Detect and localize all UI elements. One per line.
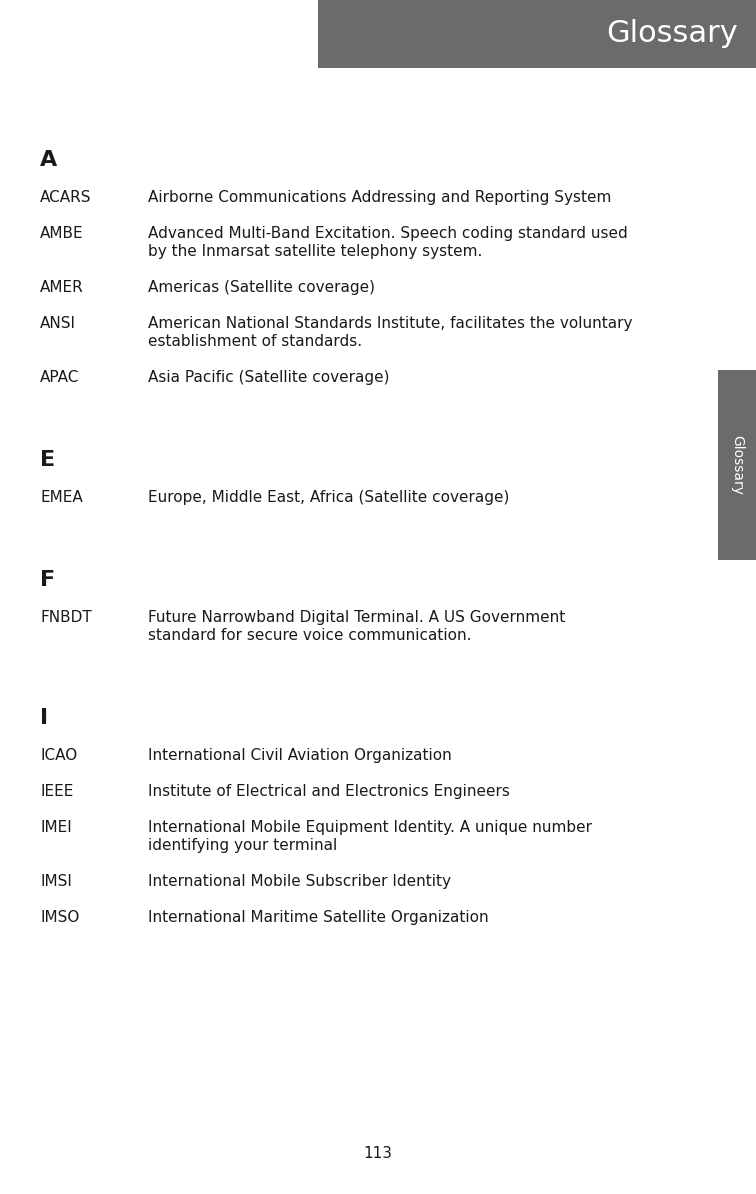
Text: Asia Pacific (Satellite coverage): Asia Pacific (Satellite coverage) [148,370,389,384]
Bar [318,0,756,68]
Text: International Mobile Subscriber Identity: International Mobile Subscriber Identity [148,874,451,890]
Text: establishment of standards.: establishment of standards. [148,334,362,349]
Text: Europe, Middle East, Africa (Satellite coverage): Europe, Middle East, Africa (Satellite c… [148,490,510,505]
Text: Airborne Communications Addressing and Reporting System: Airborne Communications Addressing and R… [148,190,612,205]
Text: A: A [40,150,57,170]
Text: International Mobile Equipment Identity. A unique number: International Mobile Equipment Identity.… [148,820,592,835]
Text: Americas (Satellite coverage): Americas (Satellite coverage) [148,281,375,295]
Text: Future Narrowband Digital Terminal. A US Government: Future Narrowband Digital Terminal. A US… [148,610,565,624]
Text: IEEE: IEEE [40,784,73,799]
Text: AMBE: AMBE [40,226,84,241]
Text: identifying your terminal: identifying your terminal [148,838,337,853]
Text: ANSI: ANSI [40,316,76,331]
Bar [718,370,756,560]
Text: F: F [40,570,55,590]
Text: FNBDT: FNBDT [40,610,91,624]
Text: EMEA: EMEA [40,490,82,505]
Text: AMER: AMER [40,281,84,295]
Text: APAC: APAC [40,370,79,384]
Text: IMEI: IMEI [40,820,72,835]
Text: Advanced Multi-Band Excitation. Speech coding standard used: Advanced Multi-Band Excitation. Speech c… [148,226,627,241]
Text: International Maritime Satellite Organization: International Maritime Satellite Organiz… [148,910,488,925]
Text: E: E [40,450,55,470]
Text: I: I [40,708,48,728]
Text: IMSI: IMSI [40,874,72,890]
Text: IMSO: IMSO [40,910,79,925]
Text: ICAO: ICAO [40,747,77,763]
Text: 113: 113 [364,1146,392,1162]
Text: American National Standards Institute, facilitates the voluntary: American National Standards Institute, f… [148,316,633,331]
Text: International Civil Aviation Organization: International Civil Aviation Organizatio… [148,747,452,763]
Text: Glossary: Glossary [730,435,744,496]
Text: standard for secure voice communication.: standard for secure voice communication. [148,628,472,644]
Text: Glossary: Glossary [606,19,738,49]
Text: Institute of Electrical and Electronics Engineers: Institute of Electrical and Electronics … [148,784,510,799]
Text: ACARS: ACARS [40,190,91,205]
Text: by the Inmarsat satellite telephony system.: by the Inmarsat satellite telephony syst… [148,244,482,259]
